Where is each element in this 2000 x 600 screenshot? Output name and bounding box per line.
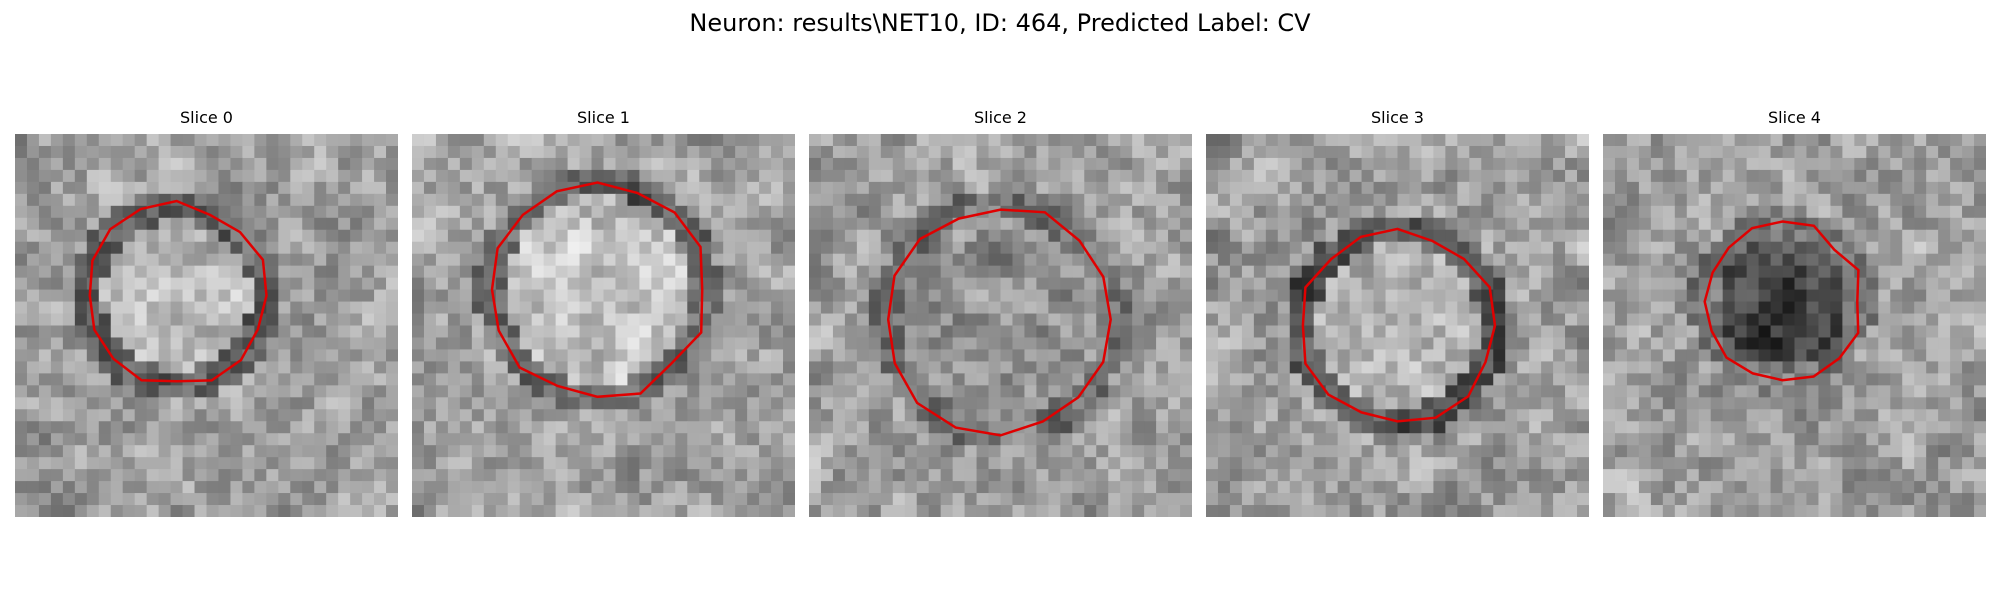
- neuron-contour-3: [1301, 227, 1497, 423]
- figure-title: Neuron: results\NET10, ID: 464, Predicte…: [689, 9, 1311, 37]
- neuron-contour-4: [1703, 220, 1860, 382]
- slice-texture-1: [412, 134, 795, 517]
- slice-image-0: [15, 134, 398, 517]
- slice-title-1: Slice 1: [577, 108, 630, 127]
- neuron-contour-0: [88, 199, 268, 383]
- slice-image-1: [412, 134, 795, 517]
- slice-panel-2: Slice 2: [809, 108, 1192, 517]
- slice-panel-4: Slice 4: [1603, 108, 1986, 517]
- slice-title-4: Slice 4: [1768, 108, 1821, 127]
- slice-panel-0: Slice 0: [15, 108, 398, 517]
- slice-texture-2: [809, 134, 1192, 517]
- slice-title-3: Slice 3: [1371, 108, 1424, 127]
- slice-image-4: [1603, 134, 1986, 517]
- slice-texture-4: [1603, 134, 1986, 517]
- slice-title-2: Slice 2: [974, 108, 1027, 127]
- slice-title-0: Slice 0: [180, 108, 233, 127]
- slice-panel-3: Slice 3: [1206, 108, 1589, 517]
- slice-texture-0: [15, 134, 398, 517]
- slice-image-3: [1206, 134, 1589, 517]
- neuron-contour-1: [490, 181, 704, 399]
- neuron-contour-2: [886, 208, 1112, 437]
- slice-texture-3: [1206, 134, 1589, 517]
- slice-panel-1: Slice 1: [412, 108, 795, 517]
- slice-image-2: [809, 134, 1192, 517]
